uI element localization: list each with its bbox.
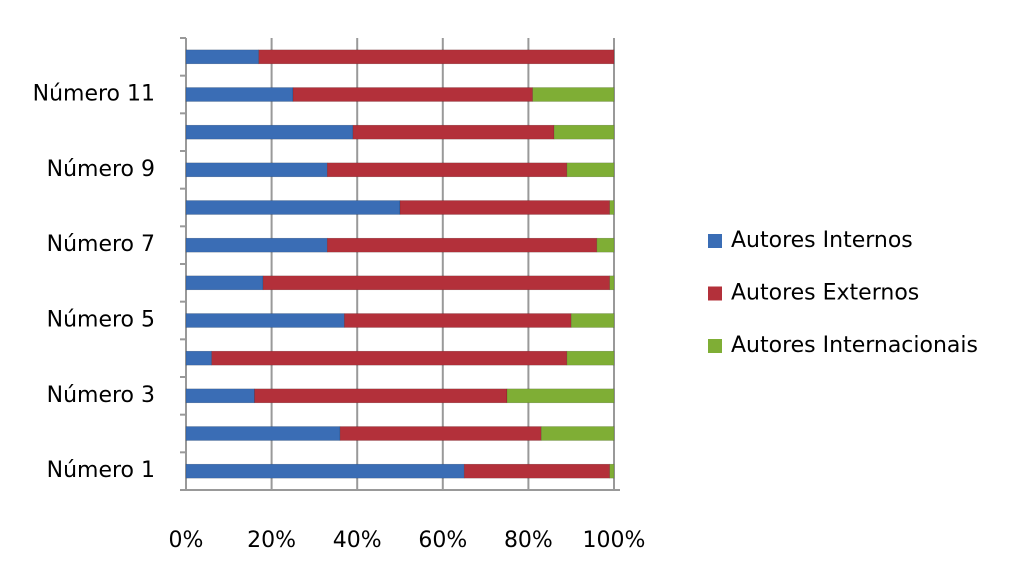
bar-segment bbox=[326, 162, 568, 178]
legend-label: Autores Internacionais bbox=[731, 333, 978, 358]
bar-segment bbox=[185, 275, 264, 291]
bar-segment bbox=[185, 388, 255, 404]
bar-segment bbox=[211, 350, 568, 366]
x-tick-label: 20% bbox=[247, 528, 296, 553]
bar-segment bbox=[566, 350, 615, 366]
legend-label: Autores Externos bbox=[731, 281, 919, 306]
bar-segment bbox=[185, 313, 345, 328]
bar-segment bbox=[399, 200, 610, 215]
bar-segment bbox=[292, 87, 533, 102]
x-tick-label: 40% bbox=[333, 528, 382, 553]
x-tick-label: 80% bbox=[504, 528, 553, 553]
bar-segment bbox=[185, 426, 341, 441]
bar-segment bbox=[596, 237, 615, 253]
bar-segment bbox=[185, 200, 401, 215]
y-tick-label: Número 9 bbox=[47, 157, 155, 182]
y-tick-label: Número 5 bbox=[47, 308, 155, 333]
bar-segment bbox=[463, 463, 610, 479]
bar-segment bbox=[258, 49, 615, 65]
bar-segment bbox=[609, 200, 615, 215]
y-tick-label: Número 7 bbox=[47, 232, 155, 257]
bar-segment bbox=[254, 388, 508, 404]
bar-segment bbox=[185, 49, 260, 65]
bar-segment bbox=[185, 350, 212, 366]
legend-swatch bbox=[708, 286, 722, 301]
bar-segment bbox=[540, 426, 615, 441]
bar-segment bbox=[185, 87, 294, 102]
y-tick-label: Número 11 bbox=[33, 82, 155, 107]
bar-segment bbox=[609, 463, 615, 479]
legend-swatch bbox=[708, 234, 722, 248]
bar-segment bbox=[185, 162, 328, 178]
bar-segment bbox=[570, 313, 615, 328]
bar-segment bbox=[339, 426, 542, 441]
bar-segment bbox=[352, 124, 555, 140]
bar-segment bbox=[532, 87, 615, 102]
bar-segment bbox=[185, 124, 354, 140]
x-tick-label: 60% bbox=[418, 528, 467, 553]
bar-segment bbox=[566, 162, 615, 178]
legend-swatch bbox=[708, 339, 722, 353]
bar-segment bbox=[553, 124, 615, 140]
bar-segment bbox=[609, 275, 615, 291]
y-tick-label: Número 3 bbox=[47, 383, 155, 408]
x-tick-label: 0% bbox=[169, 528, 204, 553]
bar-segment bbox=[185, 463, 465, 479]
bar-segment bbox=[326, 237, 598, 253]
bar-segment bbox=[185, 237, 328, 253]
x-tick-label: 100% bbox=[583, 528, 646, 553]
bar-segment bbox=[506, 388, 615, 404]
y-tick-label: Número 1 bbox=[47, 458, 155, 483]
bar-segment bbox=[344, 313, 572, 328]
legend-label: Autores Internos bbox=[731, 228, 913, 253]
bar-segment bbox=[262, 275, 610, 291]
